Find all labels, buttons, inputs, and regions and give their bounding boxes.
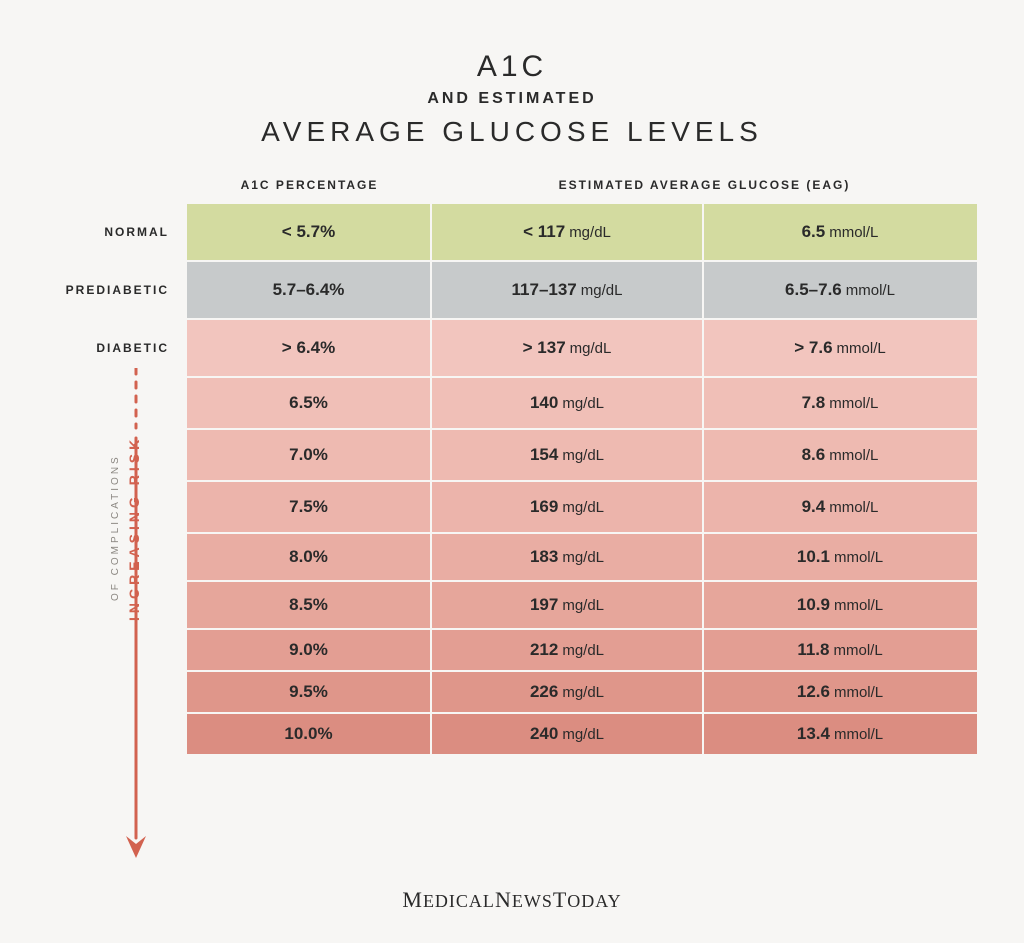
row-gradient: 8.5% 197mg/dL 10.9mmol/L bbox=[187, 582, 977, 630]
row-label-normal: NORMAL bbox=[47, 225, 187, 239]
brand-footer: MEDICALNEWSTODAY bbox=[0, 887, 1024, 913]
column-headers: A1C PERCENTAGE ESTIMATED AVERAGE GLUCOSE… bbox=[187, 178, 977, 204]
column-header-a1c: A1C PERCENTAGE bbox=[187, 178, 432, 192]
cell-mmol: 10.1mmol/L bbox=[704, 534, 976, 580]
cell-mmol: 12.6mmol/L bbox=[704, 672, 976, 712]
cell-mgdl: 154mg/dL bbox=[432, 430, 704, 480]
row-diabetic: DIABETIC > 6.4% > 137mg/dL > 7.6mmol/L bbox=[187, 320, 977, 378]
cell-mmol: 11.8mmol/L bbox=[704, 630, 976, 670]
cell-a1c: 6.5% bbox=[187, 378, 432, 428]
cell-mgdl: 140mg/dL bbox=[432, 378, 704, 428]
glucose-table: A1C PERCENTAGE ESTIMATED AVERAGE GLUCOSE… bbox=[47, 178, 977, 756]
cell-mmol: 6.5–7.6mmol/L bbox=[704, 262, 976, 318]
cell-a1c: 9.0% bbox=[187, 630, 432, 670]
cell-mgdl: 169mg/dL bbox=[432, 482, 704, 532]
row-gradient: 8.0% 183mg/dL 10.1mmol/L bbox=[187, 534, 977, 582]
row-label-prediabetic: PREDIABETIC bbox=[47, 283, 187, 297]
cell-mmol: > 7.6mmol/L bbox=[704, 320, 976, 376]
row-gradient: 7.5% 169mg/dL 9.4mmol/L bbox=[187, 482, 977, 534]
row-prediabetic: PREDIABETIC 5.7–6.4% 117–137mg/dL 6.5–7.… bbox=[187, 262, 977, 320]
cell-mgdl: 226mg/dL bbox=[432, 672, 704, 712]
cell-mmol: 7.8mmol/L bbox=[704, 378, 976, 428]
table-body: NORMAL < 5.7% < 117mg/dL 6.5mmol/L PREDI… bbox=[187, 204, 977, 756]
cell-mmol: 6.5mmol/L bbox=[704, 204, 976, 260]
cell-a1c: 8.5% bbox=[187, 582, 432, 628]
cell-mgdl: 212mg/dL bbox=[432, 630, 704, 670]
cell-a1c: 10.0% bbox=[187, 714, 432, 754]
cell-mmol: 10.9mmol/L bbox=[704, 582, 976, 628]
cell-a1c: 5.7–6.4% bbox=[187, 262, 432, 318]
cell-a1c: < 5.7% bbox=[187, 204, 432, 260]
row-label-diabetic: DIABETIC bbox=[47, 341, 187, 355]
row-gradient: 6.5% 140mg/dL 7.8mmol/L bbox=[187, 378, 977, 430]
cell-a1c: 9.5% bbox=[187, 672, 432, 712]
cell-a1c: 7.0% bbox=[187, 430, 432, 480]
row-gradient: 7.0% 154mg/dL 8.6mmol/L bbox=[187, 430, 977, 482]
title-line-3: AVERAGE GLUCOSE LEVELS bbox=[0, 116, 1024, 148]
title-line-1: A1C bbox=[0, 50, 1024, 84]
cell-mmol: 9.4mmol/L bbox=[704, 482, 976, 532]
brand-text: MEDICALNEWSTODAY bbox=[402, 891, 621, 911]
row-gradient: 9.0% 212mg/dL 11.8mmol/L bbox=[187, 630, 977, 672]
cell-mgdl: 117–137mg/dL bbox=[432, 262, 704, 318]
cell-mgdl: < 117mg/dL bbox=[432, 204, 704, 260]
row-normal: NORMAL < 5.7% < 117mg/dL 6.5mmol/L bbox=[187, 204, 977, 262]
cell-a1c: 7.5% bbox=[187, 482, 432, 532]
cell-mgdl: > 137mg/dL bbox=[432, 320, 704, 376]
risk-main-label: INCREASING RISK bbox=[126, 418, 142, 638]
page-header: A1C AND ESTIMATED AVERAGE GLUCOSE LEVELS bbox=[0, 0, 1024, 178]
cell-mgdl: 240mg/dL bbox=[432, 714, 704, 754]
cell-mmol: 13.4mmol/L bbox=[704, 714, 976, 754]
cell-a1c: > 6.4% bbox=[187, 320, 432, 376]
row-gradient: 10.0% 240mg/dL 13.4mmol/L bbox=[187, 714, 977, 756]
cell-mgdl: 197mg/dL bbox=[432, 582, 704, 628]
row-gradient: 9.5% 226mg/dL 12.6mmol/L bbox=[187, 672, 977, 714]
title-line-2: AND ESTIMATED bbox=[0, 90, 1024, 108]
cell-mgdl: 183mg/dL bbox=[432, 534, 704, 580]
cell-mmol: 8.6mmol/L bbox=[704, 430, 976, 480]
risk-sub-label: OF COMPLICATIONS bbox=[110, 418, 121, 638]
cell-a1c: 8.0% bbox=[187, 534, 432, 580]
column-header-eag: ESTIMATED AVERAGE GLUCOSE (EAG) bbox=[432, 178, 977, 192]
risk-axis-label: OF COMPLICATIONS INCREASING RISK bbox=[77, 418, 177, 848]
